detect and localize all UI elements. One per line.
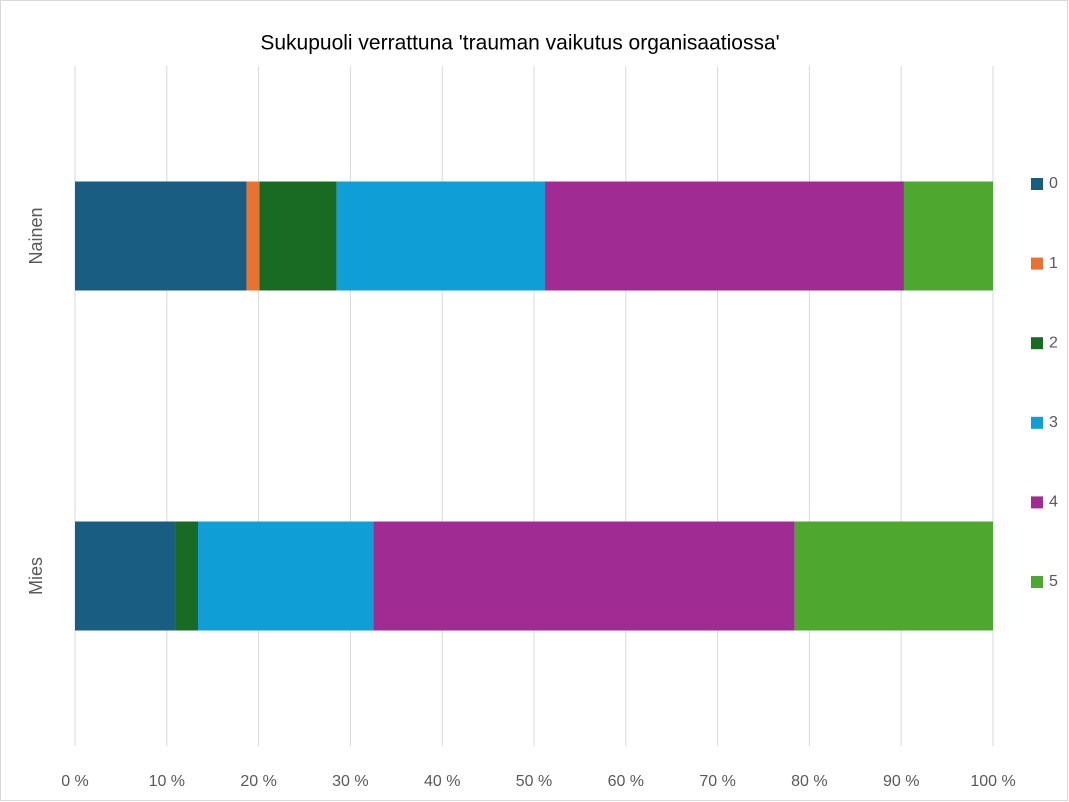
bar-segment bbox=[259, 181, 337, 291]
x-tick-label: 50 % bbox=[516, 773, 552, 790]
x-tick-label: 40 % bbox=[424, 773, 460, 790]
legend-label: 3 bbox=[1049, 414, 1058, 431]
bar-segment bbox=[336, 181, 546, 291]
legend-label: 4 bbox=[1049, 494, 1058, 511]
chart-title: Sukupuoli verrattuna 'trauman vaikutus o… bbox=[260, 32, 779, 55]
x-tick-label: 20 % bbox=[240, 773, 276, 790]
legend-label: 1 bbox=[1049, 255, 1058, 272]
bar-segment bbox=[903, 181, 993, 291]
bar-segment bbox=[794, 521, 993, 631]
legend-swatch bbox=[1031, 496, 1043, 509]
x-tick-label: 70 % bbox=[699, 773, 735, 790]
x-tick-label: 30 % bbox=[332, 773, 368, 790]
x-tick-label: 0 % bbox=[61, 773, 89, 790]
legend-swatch bbox=[1031, 257, 1043, 270]
legend-swatch bbox=[1031, 178, 1043, 190]
legend-label: 5 bbox=[1049, 573, 1058, 590]
x-tick-label: 10 % bbox=[149, 773, 185, 790]
bar-segment bbox=[175, 521, 199, 631]
x-tick-label: 90 % bbox=[883, 773, 919, 790]
legend-label: 0 bbox=[1049, 175, 1058, 192]
bar-segment bbox=[246, 181, 260, 291]
y-tick-label: Mies bbox=[26, 557, 46, 595]
x-tick-label: 80 % bbox=[791, 773, 827, 790]
bar-segment bbox=[198, 521, 374, 631]
x-tick-label: 60 % bbox=[608, 773, 644, 790]
bar-segment bbox=[545, 181, 904, 291]
x-tick-label: 100 % bbox=[970, 773, 1015, 790]
bar-segment bbox=[75, 181, 247, 291]
legend-swatch bbox=[1031, 337, 1043, 350]
legend-swatch bbox=[1031, 576, 1043, 588]
legend-label: 2 bbox=[1049, 334, 1058, 351]
legend-swatch bbox=[1031, 416, 1043, 429]
bar-segment bbox=[373, 521, 795, 631]
bar-segment bbox=[75, 521, 176, 631]
y-tick-label: Nainen bbox=[26, 207, 46, 264]
